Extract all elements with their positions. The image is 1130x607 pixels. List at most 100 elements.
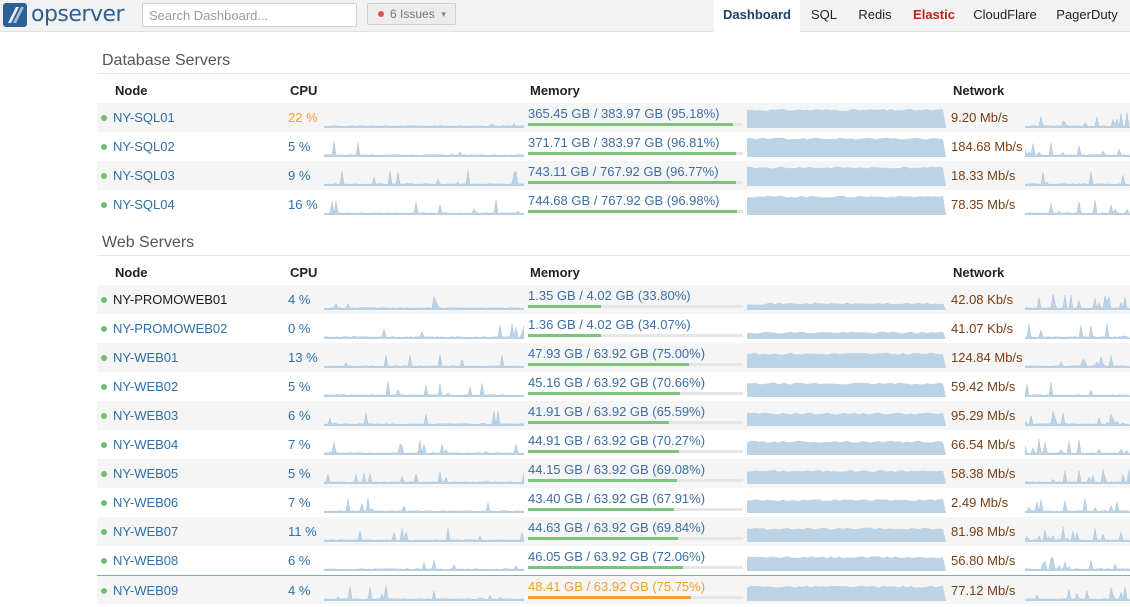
cpu-sparkline[interactable] bbox=[324, 464, 524, 484]
network-sparkline[interactable] bbox=[1025, 195, 1130, 215]
server-row[interactable]: NY-WEB08 6 % 46.05 GB / 63.92 GB (72.06%) 5… bbox=[97, 546, 1130, 575]
tab-sql[interactable]: SQL bbox=[810, 7, 837, 22]
memory-sparkline[interactable] bbox=[747, 137, 946, 157]
tab-pagerduty[interactable]: PagerDuty bbox=[1056, 7, 1118, 22]
network-sparkline[interactable] bbox=[1025, 166, 1130, 186]
network-sparkline[interactable] bbox=[1025, 108, 1130, 128]
cpu-value: 4 % bbox=[288, 583, 311, 598]
memory-value[interactable]: 45.16 GB / 63.92 GB (70.66%) bbox=[528, 375, 706, 390]
server-row[interactable]: NY-WEB04 7 % 44.91 GB / 63.92 GB (70.27%) 6… bbox=[97, 430, 1130, 459]
memory-sparkline[interactable] bbox=[747, 522, 946, 542]
cpu-sparkline[interactable] bbox=[324, 406, 524, 426]
memory-value[interactable]: 43.40 GB / 63.92 GB (67.91%) bbox=[528, 491, 706, 506]
memory-value[interactable]: 371.71 GB / 383.97 GB (96.81%) bbox=[528, 135, 720, 150]
network-sparkline[interactable] bbox=[1025, 435, 1130, 455]
node-link[interactable]: NY-PROMOWEB01 bbox=[113, 292, 228, 307]
cpu-sparkline[interactable] bbox=[324, 166, 524, 186]
server-row[interactable]: NY-SQL01 22 % 365.45 GB / 383.97 GB (95.18… bbox=[97, 103, 1130, 132]
server-row[interactable]: NY-PROMOWEB01 4 % 1.35 GB / 4.02 GB (33.80… bbox=[97, 285, 1130, 314]
node-link[interactable]: NY-WEB09 bbox=[113, 583, 179, 598]
memory-sparkline[interactable] bbox=[747, 406, 946, 426]
server-row[interactable]: NY-SQL03 9 % 743.11 GB / 767.92 GB (96.77%… bbox=[97, 161, 1130, 190]
node-link[interactable]: NY-WEB07 bbox=[113, 524, 179, 539]
node-link[interactable]: NY-PROMOWEB02 bbox=[113, 321, 228, 336]
memory-sparkline[interactable] bbox=[747, 464, 946, 484]
memory-value[interactable]: 47.93 GB / 63.92 GB (75.00%) bbox=[528, 346, 706, 361]
server-row[interactable]: NY-WEB07 11 % 44.63 GB / 63.92 GB (69.84%)… bbox=[97, 517, 1130, 546]
cpu-sparkline[interactable] bbox=[324, 581, 524, 601]
memory-value[interactable]: 44.63 GB / 63.92 GB (69.84%) bbox=[528, 520, 706, 535]
server-row[interactable]: NY-PROMOWEB02 0 % 1.36 GB / 4.02 GB (34.07… bbox=[97, 314, 1130, 343]
server-row[interactable]: NY-WEB06 7 % 43.40 GB / 63.92 GB (67.91%) 2… bbox=[97, 488, 1130, 517]
cpu-sparkline[interactable] bbox=[324, 522, 524, 542]
issues-dropdown-button[interactable]: 6 Issues ▼ bbox=[367, 3, 456, 25]
cpu-sparkline[interactable] bbox=[324, 493, 524, 513]
node-link[interactable]: NY-WEB01 bbox=[113, 350, 179, 365]
opserver-logo[interactable]: opserver bbox=[2, 2, 125, 28]
server-row[interactable]: NY-WEB09 4 % 48.41 GB / 63.92 GB (75.75%) 7… bbox=[97, 575, 1130, 604]
memory-sparkline[interactable] bbox=[747, 166, 946, 186]
memory-sparkline[interactable] bbox=[747, 493, 946, 513]
network-sparkline[interactable] bbox=[1025, 522, 1130, 542]
node-link[interactable]: NY-SQL04 bbox=[113, 197, 175, 212]
memory-sparkline[interactable] bbox=[747, 108, 946, 128]
memory-value[interactable]: 46.05 GB / 63.92 GB (72.06%) bbox=[528, 549, 706, 564]
cpu-sparkline[interactable] bbox=[324, 319, 524, 339]
memory-sparkline[interactable] bbox=[747, 377, 946, 397]
node-link[interactable]: NY-WEB03 bbox=[113, 408, 179, 423]
memory-sparkline[interactable] bbox=[747, 195, 946, 215]
network-sparkline[interactable] bbox=[1025, 581, 1130, 601]
node-link[interactable]: NY-WEB06 bbox=[113, 495, 179, 510]
memory-sparkline[interactable] bbox=[747, 319, 946, 339]
node-link[interactable]: NY-WEB02 bbox=[113, 379, 179, 394]
memory-value[interactable]: 744.68 GB / 767.92 GB (96.98%) bbox=[528, 193, 720, 208]
tab-dashboard[interactable]: Dashboard bbox=[714, 0, 800, 32]
node-link[interactable]: NY-SQL01 bbox=[113, 110, 175, 125]
node-link[interactable]: NY-SQL02 bbox=[113, 139, 175, 154]
network-sparkline[interactable] bbox=[1025, 137, 1130, 157]
cpu-sparkline[interactable] bbox=[324, 435, 524, 455]
memory-sparkline[interactable] bbox=[747, 435, 946, 455]
network-sparkline[interactable] bbox=[1025, 406, 1130, 426]
cpu-sparkline[interactable] bbox=[324, 348, 524, 368]
server-row[interactable]: NY-SQL04 16 % 744.68 GB / 767.92 GB (96.98… bbox=[97, 190, 1130, 219]
memory-sparkline[interactable] bbox=[747, 348, 946, 368]
network-sparkline[interactable] bbox=[1025, 290, 1130, 310]
server-row[interactable]: NY-WEB03 6 % 41.91 GB / 63.92 GB (65.59%) 9… bbox=[97, 401, 1130, 430]
tab-redis[interactable]: Redis bbox=[858, 7, 892, 22]
node-link[interactable]: NY-SQL03 bbox=[113, 168, 175, 183]
memory-sparkline[interactable] bbox=[747, 290, 946, 310]
memory-value[interactable]: 1.35 GB / 4.02 GB (33.80%) bbox=[528, 288, 691, 303]
memory-value[interactable]: 48.41 GB / 63.92 GB (75.75%) bbox=[528, 579, 706, 594]
memory-value[interactable]: 743.11 GB / 767.92 GB (96.77%) bbox=[528, 164, 719, 179]
node-link[interactable]: NY-WEB05 bbox=[113, 466, 179, 481]
memory-value[interactable]: 44.15 GB / 63.92 GB (69.08%) bbox=[528, 462, 706, 477]
tab-cloudflare[interactable]: CloudFlare bbox=[973, 7, 1037, 22]
network-sparkline[interactable] bbox=[1025, 551, 1130, 571]
memory-sparkline[interactable] bbox=[747, 581, 946, 601]
server-row[interactable]: NY-WEB01 13 % 47.93 GB / 63.92 GB (75.00%)… bbox=[97, 343, 1130, 372]
cpu-sparkline[interactable] bbox=[324, 551, 524, 571]
cpu-sparkline[interactable] bbox=[324, 377, 524, 397]
memory-sparkline[interactable] bbox=[747, 551, 946, 571]
network-sparkline[interactable] bbox=[1025, 493, 1130, 513]
server-row[interactable]: NY-WEB02 5 % 45.16 GB / 63.92 GB (70.66%) 5… bbox=[97, 372, 1130, 401]
server-row[interactable]: NY-WEB05 5 % 44.15 GB / 63.92 GB (69.08%) 5… bbox=[97, 459, 1130, 488]
server-row[interactable]: NY-SQL02 5 % 371.71 GB / 383.97 GB (96.81%… bbox=[97, 132, 1130, 161]
network-sparkline[interactable] bbox=[1025, 319, 1130, 339]
cpu-sparkline[interactable] bbox=[324, 108, 524, 128]
cpu-sparkline[interactable] bbox=[324, 195, 524, 215]
cpu-sparkline[interactable] bbox=[324, 137, 524, 157]
node-link[interactable]: NY-WEB04 bbox=[113, 437, 179, 452]
memory-value[interactable]: 41.91 GB / 63.92 GB (65.59%) bbox=[528, 404, 706, 419]
memory-value[interactable]: 365.45 GB / 383.97 GB (95.18%) bbox=[528, 106, 720, 121]
network-sparkline[interactable] bbox=[1025, 377, 1130, 397]
search-dashboard-input[interactable] bbox=[142, 3, 357, 27]
cpu-sparkline[interactable] bbox=[324, 290, 524, 310]
memory-value[interactable]: 1.36 GB / 4.02 GB (34.07%) bbox=[528, 317, 691, 332]
network-sparkline[interactable] bbox=[1025, 348, 1130, 368]
node-link[interactable]: NY-WEB08 bbox=[113, 553, 179, 568]
network-sparkline[interactable] bbox=[1025, 464, 1130, 484]
memory-value[interactable]: 44.91 GB / 63.92 GB (70.27%) bbox=[528, 433, 706, 448]
tab-elastic[interactable]: Elastic bbox=[913, 7, 955, 22]
